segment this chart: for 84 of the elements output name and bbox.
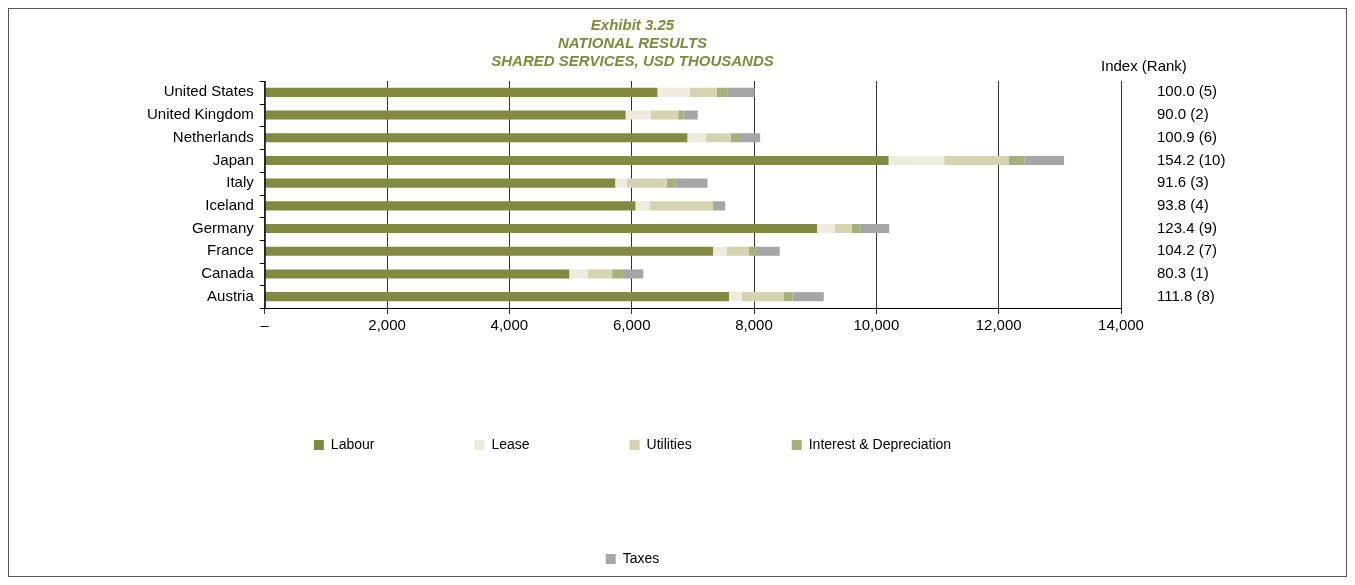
bar [683, 110, 698, 120]
bar [265, 87, 658, 97]
text: 104.2 (7) [1157, 241, 1218, 259]
bar [666, 178, 676, 188]
text: 80.3 (1) [1157, 264, 1209, 282]
y-tick-label: Iceland [205, 195, 254, 213]
text: 100.9 (6) [1157, 127, 1218, 145]
bar [713, 246, 727, 256]
bar [265, 133, 688, 143]
bar [689, 87, 717, 97]
bar [569, 269, 588, 279]
y-tick-label: Austria [207, 286, 255, 304]
x-tick-label: 10,000 [853, 316, 900, 334]
bar [265, 110, 626, 120]
bar [834, 224, 852, 234]
chart-title: Exhibit 3.25 NATIONAL RESULTS SHARED SERVICES, USD THOUSANDS [491, 16, 774, 70]
legend-label: Labour [330, 435, 375, 452]
y-tick-label: Germany [192, 218, 255, 236]
legend-label: Interest & Depreciation [808, 435, 952, 452]
bar [730, 133, 740, 143]
bar [687, 133, 706, 143]
bar [1024, 155, 1065, 165]
bar [612, 269, 624, 279]
y-tick-label: Netherlands [172, 127, 254, 145]
y-tick-label: France [207, 241, 254, 259]
bar [650, 110, 679, 120]
bar [615, 178, 627, 188]
text: 93.8 (4) [1157, 195, 1209, 213]
x-tick-label: 2,000 [368, 316, 406, 334]
bar [649, 201, 714, 211]
bar [635, 201, 650, 211]
bar [587, 269, 613, 279]
bar [713, 201, 726, 211]
bar [859, 224, 890, 234]
legend-label: Taxes [622, 549, 660, 566]
bar [716, 87, 728, 97]
legend-label: Utilities [646, 435, 692, 452]
bar [625, 110, 651, 120]
bar [265, 246, 714, 256]
bar [1008, 155, 1025, 165]
bar [265, 224, 818, 234]
x-tick-label: 4,000 [490, 316, 529, 334]
y-tick-label: United Kingdom [146, 105, 254, 123]
text: 123.4 (9) [1157, 218, 1218, 236]
bar [851, 224, 860, 234]
legend-label: Lease [491, 435, 530, 452]
bar [727, 87, 755, 97]
text: Index (Rank) [1101, 57, 1187, 75]
y-tick-label: Japan [212, 150, 254, 168]
bar [784, 292, 793, 302]
bar [739, 133, 761, 143]
text: 154.2 (10) [1157, 150, 1226, 168]
text: 111.8 (8) [1157, 286, 1215, 304]
bar [657, 87, 690, 97]
bar [265, 155, 889, 165]
bar [755, 246, 780, 256]
text: 91.6 (3) [1157, 173, 1209, 191]
bar [265, 292, 729, 302]
bar [626, 178, 667, 188]
bar [705, 133, 731, 143]
bar [888, 155, 945, 165]
bar [678, 110, 684, 120]
bar [741, 292, 784, 302]
x-tick-label: 12,000 [975, 316, 1022, 334]
bar [792, 292, 824, 302]
bar [265, 269, 570, 279]
bar [726, 246, 749, 256]
bar [265, 201, 636, 211]
bar [623, 269, 644, 279]
x-tick-label: 8,000 [735, 316, 773, 334]
text: 90.0 (2) [1157, 105, 1209, 123]
bar [675, 178, 708, 188]
y-tick-label: Canada [201, 264, 255, 282]
x-tick-label: – [260, 316, 270, 334]
bar [748, 246, 756, 256]
bar [944, 155, 1009, 165]
text: 100.0 (5) [1157, 82, 1218, 100]
x-tick-label: 6,000 [612, 316, 651, 334]
bar [817, 224, 835, 234]
x-tick-label: 14,000 [1098, 316, 1144, 334]
y-tick-label: United States [163, 82, 254, 100]
bar [265, 178, 616, 188]
bar [728, 292, 742, 302]
y-tick-label: Italy [226, 173, 255, 191]
